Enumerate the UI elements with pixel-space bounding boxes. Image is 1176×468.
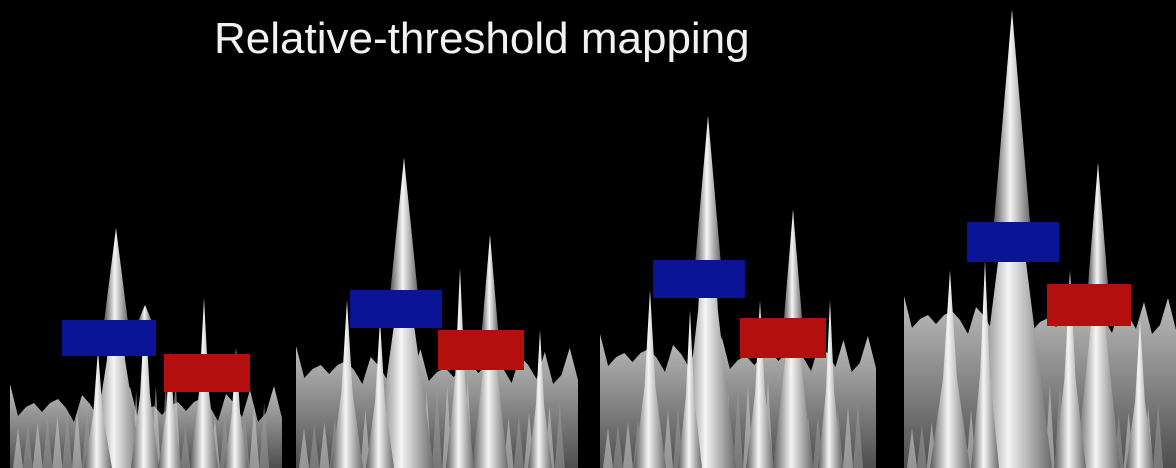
surface-4-peak [1054, 270, 1086, 468]
surface-1-surface-ridge [42, 419, 53, 468]
surface-2-surface-ridge [299, 428, 309, 468]
surface-2-surface-ridge [554, 403, 565, 468]
surface-2-red-threshold [438, 330, 524, 370]
surface-4-peak [1126, 320, 1154, 468]
surface-3-peak-tip [784, 210, 802, 318]
surface-4-peak [971, 260, 999, 468]
surface-4-red-threshold [1047, 284, 1131, 326]
surface-1-surface-ridge [62, 413, 73, 468]
surface-3-surface-ridge [623, 422, 633, 468]
surface-4-panel [904, 10, 1176, 468]
surface-3-peak-tip [695, 116, 721, 260]
surface-1-surface-ridge [72, 410, 83, 468]
surface-4-peak-tip [1088, 163, 1108, 284]
surface-3-surface-ridge [853, 403, 863, 468]
surface-3-red-threshold [740, 318, 826, 358]
surface-3-surface-ridge [843, 406, 853, 468]
surface-4-surface-ridge [916, 425, 927, 468]
surface-2-surface-ridge [309, 425, 320, 468]
surface-2-peak-tip [481, 235, 499, 330]
surface-2-surface-ridge [319, 422, 330, 468]
surface-1-surface-ridge [52, 416, 63, 468]
surface-2-peak [331, 300, 363, 468]
surface-2-blue-threshold [350, 290, 442, 328]
surface-2-peak [528, 330, 552, 468]
surface-2-surface-ridge [432, 389, 442, 468]
surface-4-surface-ridge [907, 428, 917, 468]
surface-3-peak [634, 290, 666, 468]
surface-3-peak [678, 310, 702, 468]
surface-1-peak [158, 352, 182, 468]
surface-1-peak [84, 350, 112, 468]
surface-2-surface-ridge [513, 415, 524, 468]
surface-1-peak-tip [104, 228, 128, 320]
surface-3-peak [746, 300, 774, 468]
surface-1-peak [224, 348, 248, 468]
surface-1-blue-threshold [62, 320, 156, 356]
surface-3-surface-ridge [613, 425, 623, 468]
surface-1-surface-ridge [180, 427, 191, 468]
surface-1-peak-tip [138, 305, 152, 320]
surface-3-panel [600, 116, 876, 468]
surface-3-blue-threshold [653, 260, 745, 298]
surface-1-peak [131, 305, 159, 468]
surface-3-surface-ridge [663, 410, 673, 468]
surface-1-panel [10, 228, 282, 468]
surface-4-peak [930, 270, 970, 468]
surface-2-peak-tip [390, 158, 418, 290]
surface-2-surface-ridge [360, 410, 371, 468]
surface-1-surface-ridge [22, 425, 33, 468]
surface-4-blue-threshold [967, 222, 1059, 262]
surface-2-panel [296, 158, 578, 468]
surface-1-surface-ridge [259, 403, 270, 468]
surface-1-surface-ridge [32, 422, 43, 468]
page-title: Relative-threshold mapping [214, 14, 750, 63]
surface-4-peak-tip [994, 10, 1030, 222]
surface-2-peak [366, 320, 394, 468]
surface-4-surface-ridge [1153, 403, 1164, 468]
surface-3-surface-ridge [733, 389, 743, 468]
surface-3-peak [818, 300, 842, 468]
surface-1-surface-ridge [249, 406, 260, 468]
surface-1-red-threshold [164, 354, 250, 392]
surface-1-surface-ridge [13, 428, 23, 468]
surface-3-surface-ridge [603, 428, 613, 468]
